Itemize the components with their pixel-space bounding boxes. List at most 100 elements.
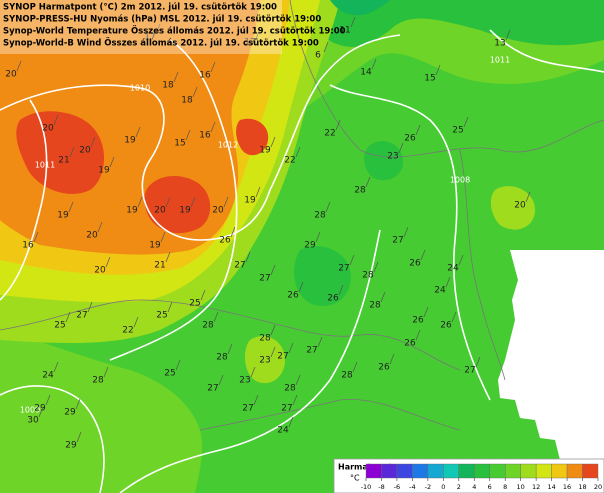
station-value: 25 [452, 126, 463, 136]
station-value: 15 [424, 74, 435, 84]
station-value: 29 [34, 404, 46, 414]
station-value: 22 [122, 326, 133, 336]
wind-barb [137, 196, 143, 208]
station-value: 29 [65, 441, 77, 451]
station-value: 27 [242, 404, 253, 414]
station-value: 11 [339, 26, 350, 36]
wind-barb [45, 394, 51, 406]
station-value: 27 [76, 311, 87, 321]
stations: 2020212019191818161519221920192019191920… [5, 16, 531, 491]
station-value: 26 [412, 316, 424, 326]
station-value: 19 [179, 206, 191, 216]
wind-barb [505, 29, 511, 41]
station-value: 25 [54, 321, 65, 331]
wind-barb [227, 343, 233, 355]
legend-tick-label: -2 [425, 483, 431, 491]
isobar-label: 1009 [20, 406, 40, 415]
wind-barb [223, 196, 229, 208]
color-swatch [443, 463, 460, 479]
wind-barb [295, 374, 301, 386]
color-swatch [582, 463, 599, 479]
wind-barb [185, 129, 191, 141]
wind-barb [135, 126, 141, 138]
wind-barb [292, 394, 298, 406]
station-value: 26 [404, 134, 416, 144]
station-value: 19 [98, 166, 110, 176]
color-swatch [427, 463, 444, 479]
station-value: 20 [94, 266, 106, 276]
wind-barb [76, 431, 82, 443]
station-value: 16 [22, 241, 34, 251]
header-line: Synop-World Temperature Összes állomás 2… [3, 26, 346, 37]
legend-tick-label: 0 [441, 483, 445, 491]
color-swatch [474, 463, 490, 479]
wind-barb [349, 254, 355, 266]
station-value: 25 [164, 369, 175, 379]
wind-barb [295, 146, 301, 158]
station-value: 23 [387, 152, 398, 162]
wind-barb [420, 249, 426, 261]
wind-barb [69, 146, 75, 158]
wind-barb [33, 231, 39, 243]
wind-barb [133, 316, 139, 328]
wind-barb [270, 324, 276, 336]
wind-barb [435, 64, 441, 76]
wind-barb [109, 156, 115, 168]
station-value: 19 [57, 211, 69, 221]
station-value: 27 [234, 261, 245, 271]
station-value: 25 [156, 311, 167, 321]
wind-barb [103, 366, 109, 378]
station-value: 28 [216, 353, 228, 363]
station-value: 27 [207, 384, 218, 394]
wind-barb [250, 366, 256, 378]
legend: Harmatpont °C -10 -8 -6 -4 -2 0 2 4 6 8 10 12 14 16 18… [333, 458, 604, 493]
wind-barb [365, 176, 371, 188]
station-value: 28 [259, 334, 271, 344]
station-value: 26 [287, 291, 299, 301]
station-value: 20 [86, 231, 98, 241]
color-swatch [489, 463, 506, 479]
wind-barb [255, 186, 261, 198]
wind-barb [175, 359, 181, 371]
wind-barb [16, 60, 22, 72]
station-value: 15 [174, 139, 185, 149]
station-value: 20 [42, 124, 54, 134]
station-value: 27 [464, 366, 475, 376]
wind-barb [255, 28, 261, 40]
color-swatch [412, 463, 429, 479]
wind-barb [298, 281, 304, 293]
wind-barb [315, 231, 321, 243]
station-value: 26 [404, 339, 416, 349]
legend-tick-label: 2 [457, 483, 461, 491]
color-swatch [458, 463, 475, 479]
wind-barb [317, 336, 323, 348]
color-swatch [520, 463, 537, 479]
station-value: 27 [338, 264, 349, 274]
station-value: 13 [494, 39, 505, 49]
wind-barb [389, 353, 395, 365]
legend-tick-label: 8 [503, 483, 507, 491]
station-value: 23 [259, 356, 270, 366]
legend-tick-label: 20 [594, 483, 602, 491]
station-value: 20 [79, 146, 91, 156]
color-swatch [381, 463, 398, 479]
wind-barb [165, 196, 171, 208]
wind-barb [458, 254, 464, 266]
station-value: 21 [154, 261, 165, 271]
wind-barb [445, 276, 451, 288]
wind-barb [270, 264, 276, 276]
isobars [0, 29, 604, 493]
station-value: 21 [58, 156, 69, 166]
wind-barb [90, 136, 96, 148]
station-value: 24 [434, 286, 446, 296]
wind-barb [270, 136, 276, 148]
header-line: Synop-World-B Wind Összes állomás 2012. … [3, 38, 319, 49]
wind-barb [525, 191, 531, 203]
station-value: 28 [284, 384, 296, 394]
legend-tick-label: 18 [578, 483, 586, 491]
wind-barb [335, 119, 341, 131]
station-value: 19 [149, 241, 161, 251]
wind-barb [475, 356, 481, 368]
